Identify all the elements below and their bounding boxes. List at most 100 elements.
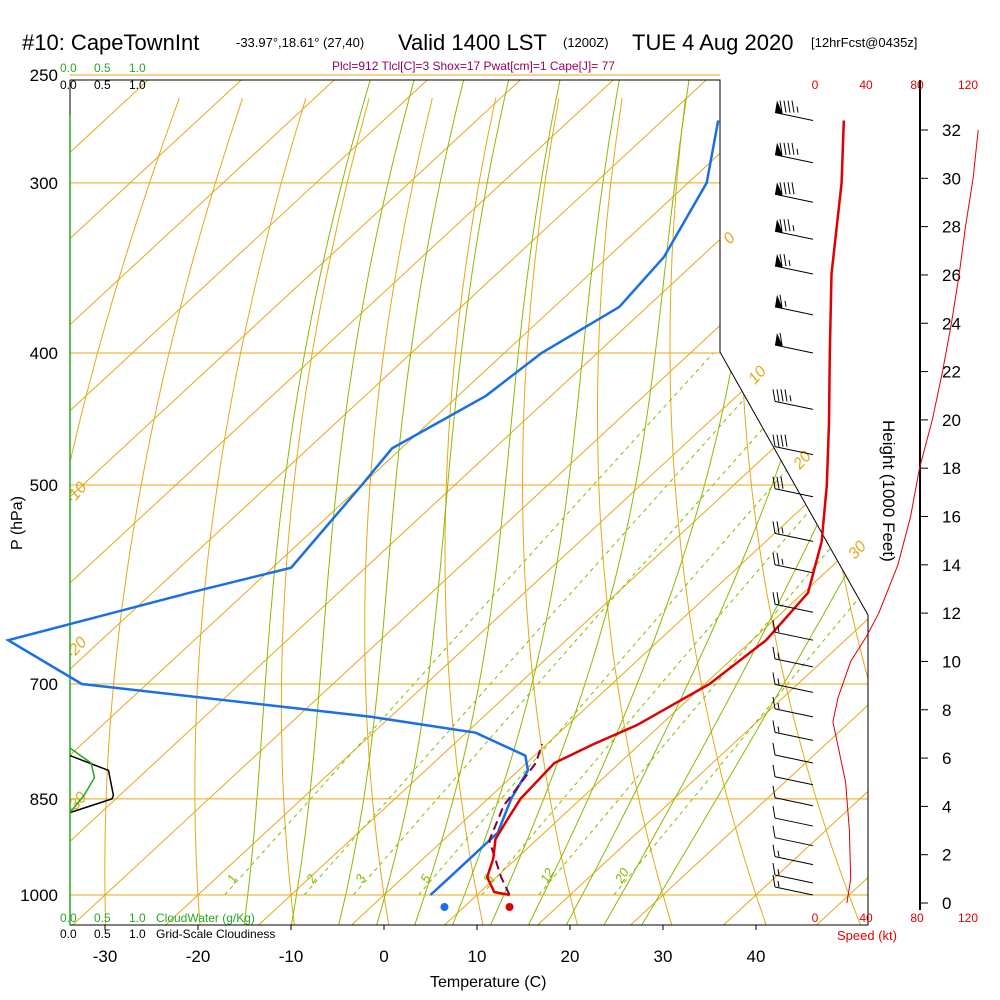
isotherm-line: [520, 80, 868, 925]
dry-adiabat-line: [596, 98, 678, 925]
isotherm-label: -20: [62, 634, 90, 663]
pressure-tick-label: 500: [30, 476, 58, 495]
station-coords: -33.97°,18.61° (27,40): [236, 35, 364, 50]
height-tick-label: 16: [942, 508, 961, 527]
wind-speed-profile: [832, 129, 979, 904]
dry-adiabat-line: [70, 98, 180, 925]
height-tick-label: 12: [942, 604, 961, 623]
cloudiness-label: Grid-Scale Cloudiness: [156, 927, 275, 941]
wind-barb: [772, 862, 814, 884]
cloudwater-top-tick-1: 0.5: [94, 61, 111, 75]
height-axis-label: Height (1000 Feet): [879, 420, 898, 562]
isotherm-line: [70, 80, 712, 925]
height-tick-label: 0: [942, 894, 951, 913]
wind-barb: [774, 294, 814, 316]
isotherm-label: 20: [790, 448, 815, 473]
wind-barb: [774, 332, 814, 354]
wind-barb: [772, 720, 814, 741]
isotherm-label: 10: [745, 363, 770, 388]
isotherm-line: [799, 80, 868, 925]
moist-adiabat-line: [631, 80, 868, 925]
moist-adiabat-line: [408, 80, 562, 925]
moist-adiabat-line: [287, 80, 416, 925]
x-tick-label: -30: [93, 947, 118, 966]
dry-adiabat-line: [194, 98, 307, 925]
wind-barb: [774, 142, 814, 164]
isotherm-label: 30: [845, 538, 870, 563]
height-tick-label: 14: [942, 556, 961, 575]
pressure-tick-label: 850: [30, 790, 58, 809]
isotherm-line: [70, 80, 526, 925]
mixing-ratio-line: [481, 352, 868, 896]
mixing-ratio-label: 12: [537, 865, 558, 886]
wind-barb: [772, 825, 814, 847]
isotherm-line: [334, 80, 868, 925]
speed-tick-top: 40: [859, 78, 873, 92]
isotherm-line: [70, 80, 619, 925]
wind-barbs: [772, 100, 814, 896]
pressure-tick-label: 1000: [20, 886, 58, 905]
dry-adiabat-line: [444, 98, 497, 925]
isotherm-line: [70, 80, 868, 925]
isobar-lines: [70, 74, 868, 896]
height-tick-label: 32: [942, 121, 961, 140]
x-tick-label: 20: [561, 947, 580, 966]
mixing-ratio-label: 1: [224, 872, 241, 886]
dry-adiabat-line: [521, 98, 582, 925]
isotherm-line: [70, 80, 247, 925]
cloudwater-bottom-tick-2: 1.0: [129, 911, 146, 925]
speed-axis-label: Speed (kt): [837, 928, 897, 943]
moist-adiabat-line: [241, 80, 373, 925]
cloudwater-label: CloudWater (g/Kg): [156, 911, 255, 925]
wind-barb: [772, 785, 814, 807]
wind-barb: [772, 592, 814, 613]
cloudwater-top-tick-2: 1.0: [129, 61, 146, 75]
speed-tick-top: 80: [910, 78, 924, 92]
height-tick-label: 8: [942, 701, 951, 720]
parcel-path: [488, 743, 544, 896]
dry-adiabat-line: [669, 98, 773, 925]
isotherm-line: [70, 80, 340, 925]
height-tick-label: 6: [942, 749, 951, 768]
y-axis-label: P (hPa): [9, 496, 26, 550]
wind-barb: [772, 696, 814, 718]
speed-tick-top: 120: [958, 78, 978, 92]
pressure-tick-label: 250: [30, 66, 58, 85]
isotherm-line: [241, 80, 868, 925]
isotherm-line: [427, 80, 868, 925]
moist-adiabat-line: [594, 80, 868, 925]
pressure-tick-label: 300: [30, 174, 58, 193]
x-tick-label: -10: [279, 947, 304, 966]
wind-barb: [772, 764, 814, 786]
x-axis-label: Temperature (C): [430, 974, 546, 991]
cloudiness-bottom-tick-0: 0.0: [60, 927, 77, 941]
x-tick-label: 40: [747, 947, 766, 966]
wind-barb: [772, 389, 814, 410]
mixing-ratio-line: [418, 352, 868, 896]
dewpoint-profile: [4, 120, 720, 896]
isotherm-line: [148, 80, 868, 925]
temperature-axis-ticks: -30 -20 -10 0 10 20 30 40: [93, 925, 766, 966]
speed-tick-bottom: 0: [812, 911, 819, 925]
dry-adiabat-line: [364, 98, 433, 925]
cloudiness-bottom-tick-2: 1.0: [129, 927, 146, 941]
pressure-tick-label: 700: [30, 675, 58, 694]
moist-adiabat-line: [371, 80, 511, 925]
wind-barb: [774, 253, 814, 275]
x-tick-label: -20: [186, 947, 211, 966]
isotherm-line: [70, 80, 433, 925]
wind-barb: [772, 521, 814, 542]
speed-tick-bottom: 120: [958, 911, 978, 925]
height-tick-label: 22: [942, 363, 961, 382]
isotherm-line: [613, 80, 868, 925]
isotherm-label: -10: [62, 479, 90, 508]
forecast-info: [12hrFcst@0435z]: [811, 35, 917, 50]
speed-tick-bottom: 40: [859, 911, 873, 925]
height-tick-label: 2: [942, 846, 951, 865]
speed-tick-top: 0: [812, 78, 819, 92]
wind-barb: [772, 552, 814, 574]
wind-barb: [774, 219, 814, 240]
valid-time: Valid 1400 LST: [398, 30, 547, 55]
